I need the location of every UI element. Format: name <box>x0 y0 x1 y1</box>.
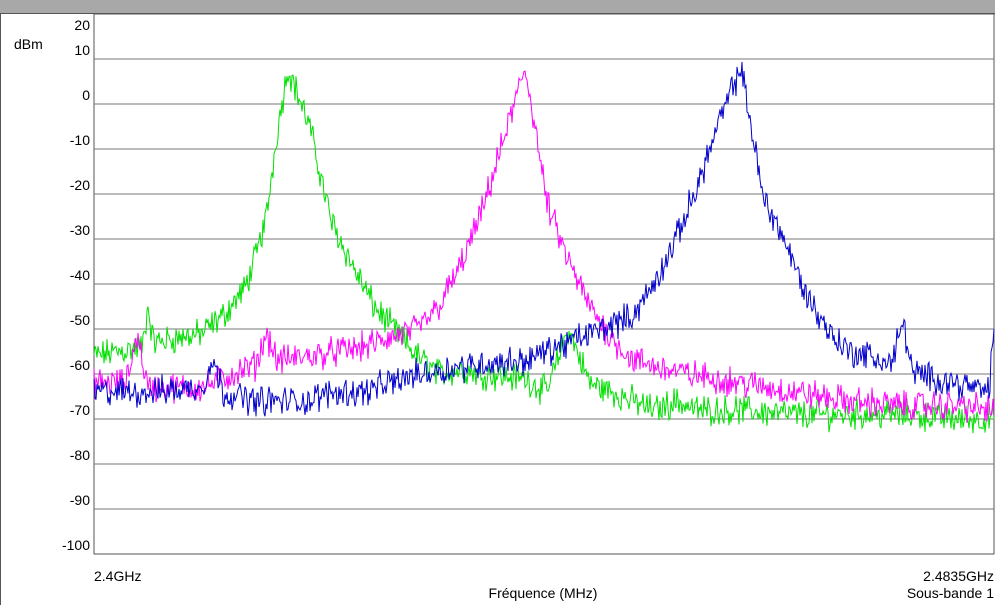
y-tick-label: -20 <box>70 177 90 193</box>
y-tick-label: -40 <box>70 267 90 283</box>
y-tick-label: 0 <box>82 87 90 103</box>
spectrum-window: dBm 2.4GHz 2.4835GHz Fréquence (MHz) Sou… <box>0 13 995 605</box>
y-tick-label: -30 <box>70 222 90 238</box>
y-tick-label: -60 <box>70 357 90 373</box>
y-tick-label: -70 <box>70 402 90 418</box>
y-tick-label: 10 <box>74 42 90 58</box>
series-line-1 <box>93 74 995 434</box>
series-line-2 <box>93 70 995 423</box>
y-tick-label: 20 <box>74 17 90 33</box>
plot-layer: 20 10 0 -10 -20 -30 -40 -50 -60 -70 -80 -90 -100 <box>62 14 995 555</box>
x-axis-label: Fréquence (MHz) <box>489 585 598 601</box>
y-tick-label: -90 <box>70 492 90 508</box>
y-tick-label: -100 <box>62 537 90 553</box>
x-start-label: 2.4GHz <box>94 568 141 584</box>
spectrum-chart: dBm 2.4GHz 2.4835GHz Fréquence (MHz) Sou… <box>14 14 995 601</box>
series-line-3 <box>93 61 995 417</box>
subband-label: Sous-bande 1 <box>907 585 994 601</box>
x-end-label: 2.4835GHz <box>923 568 994 584</box>
y-unit-label: dBm <box>14 36 43 52</box>
y-tick-label: -80 <box>70 447 90 463</box>
y-tick-label: -10 <box>70 132 90 148</box>
y-tick-label: -50 <box>70 312 90 328</box>
